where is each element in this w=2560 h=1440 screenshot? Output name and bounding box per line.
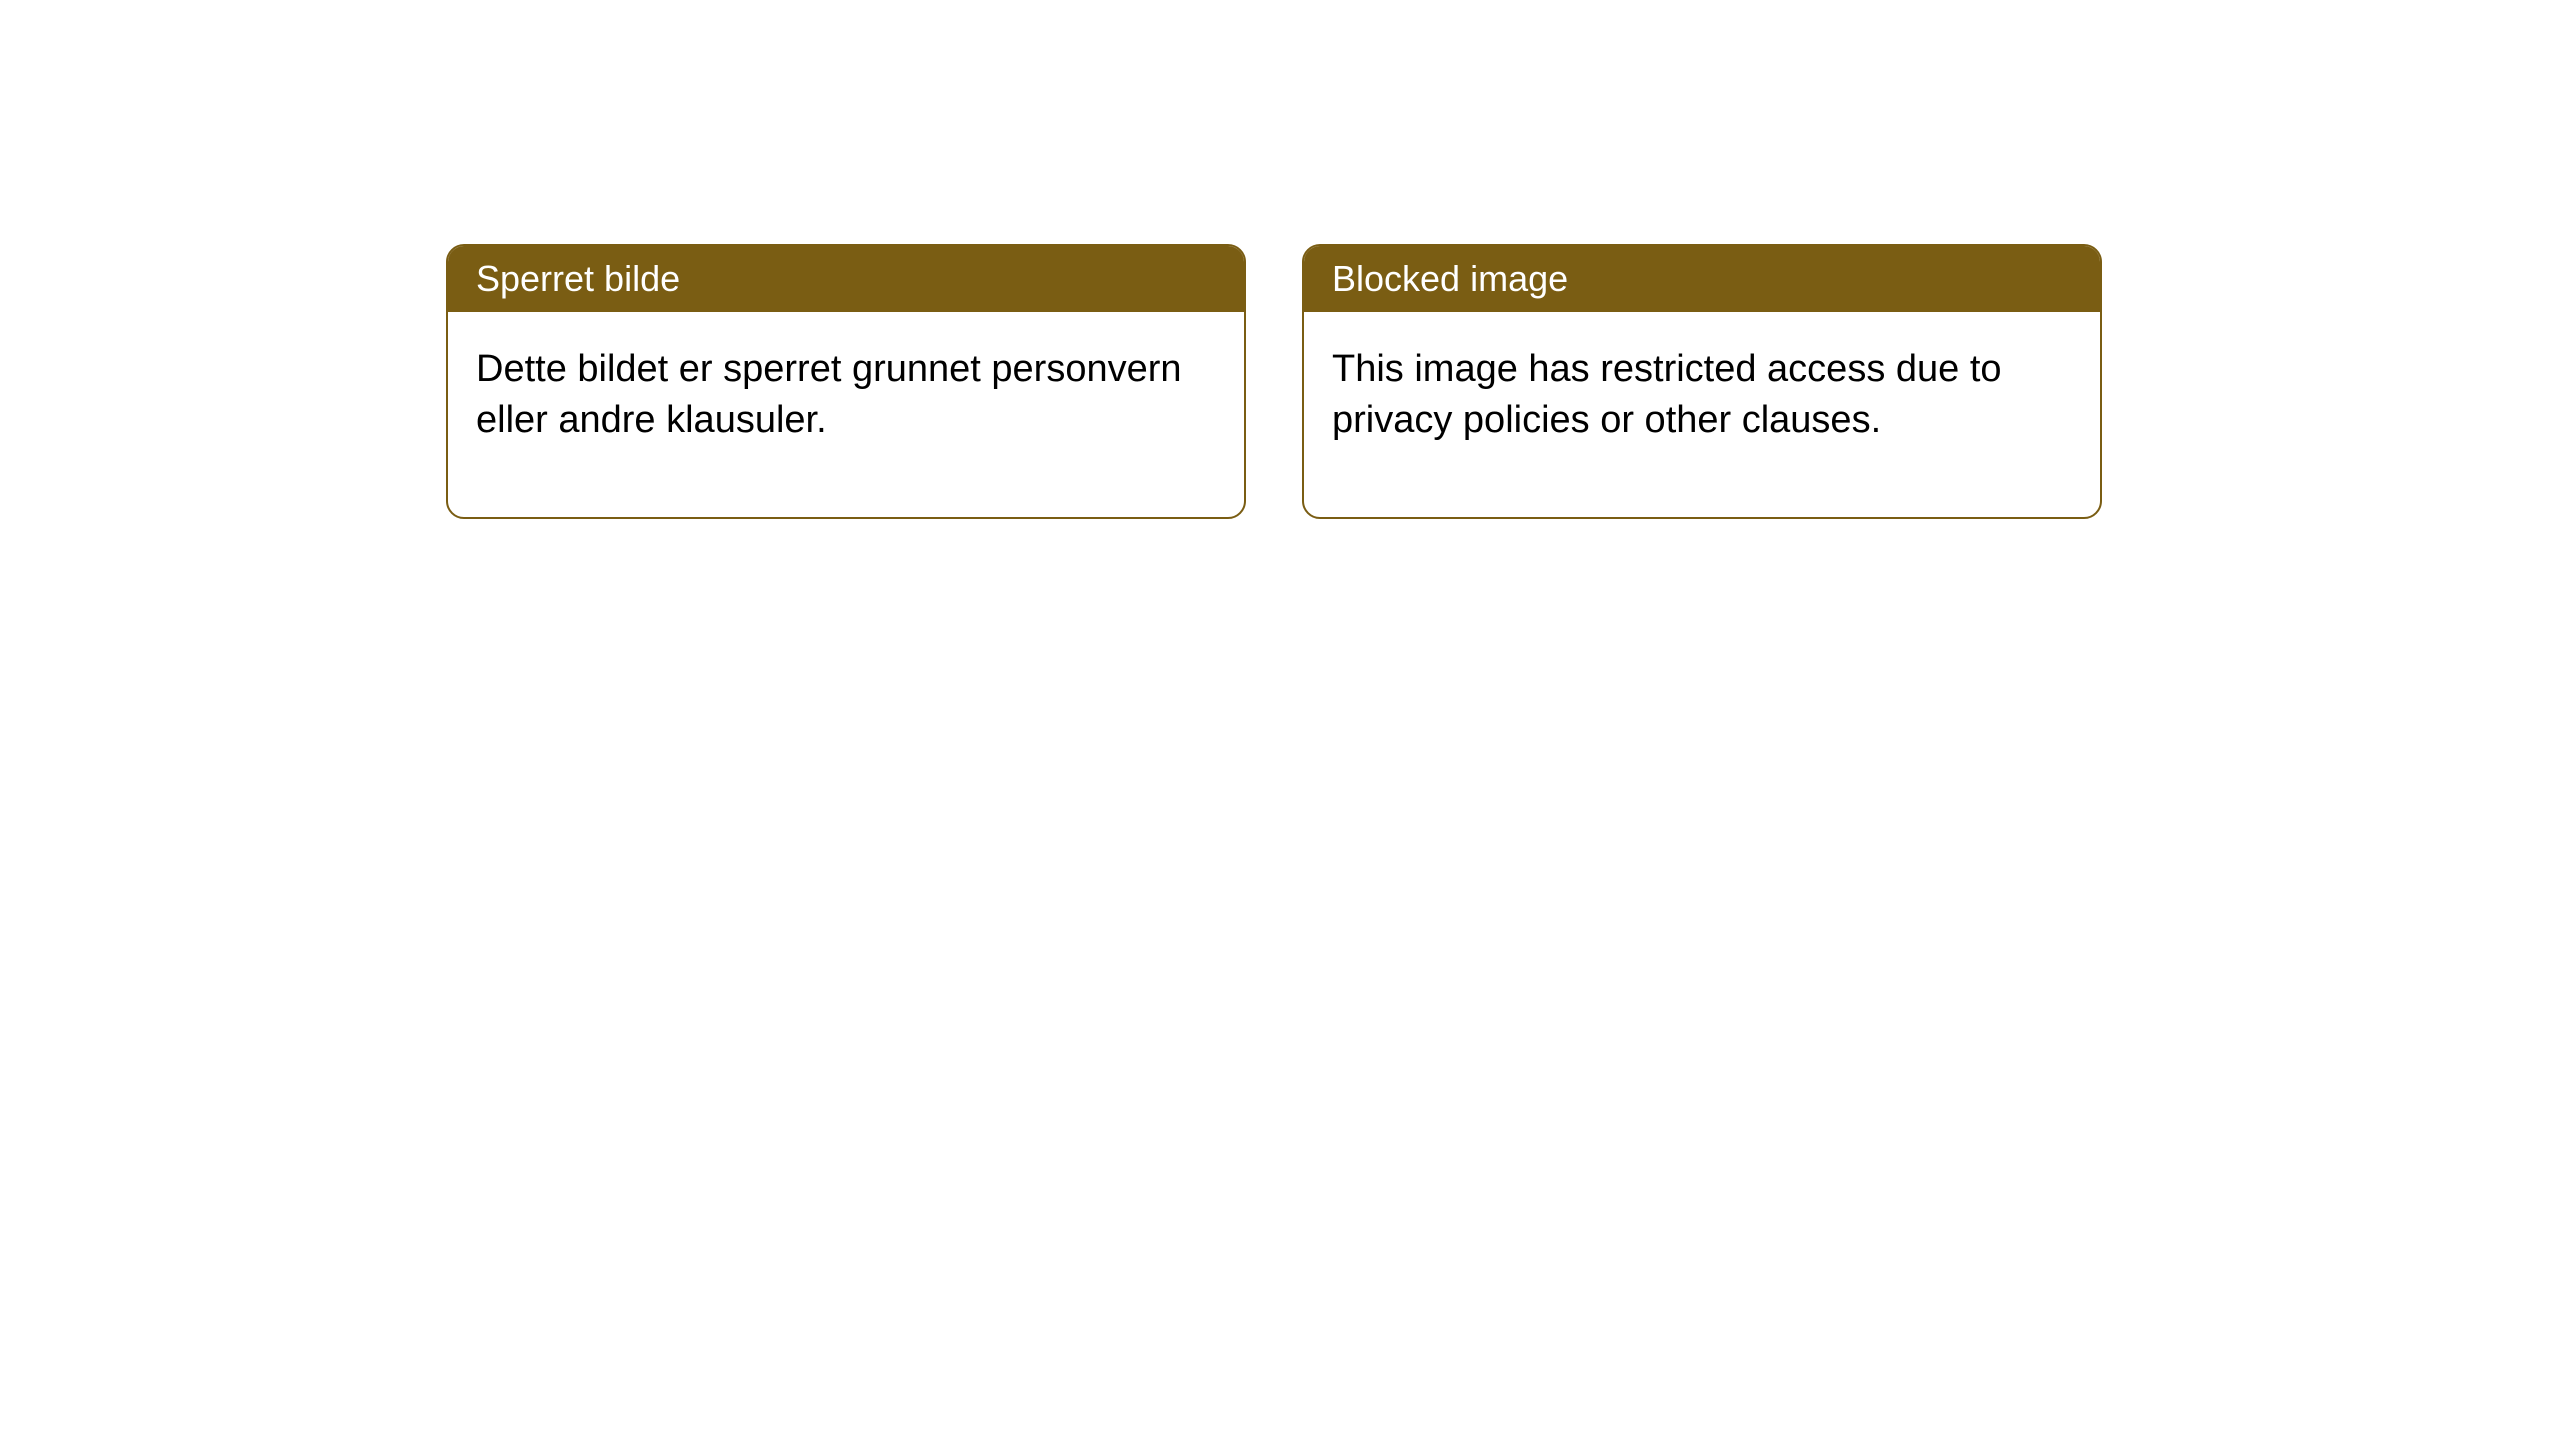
card-body-norwegian: Dette bildet er sperret grunnet personve… <box>448 312 1244 517</box>
card-header-english: Blocked image <box>1304 246 2100 312</box>
card-body-english: This image has restricted access due to … <box>1304 312 2100 517</box>
notice-card-english: Blocked image This image has restricted … <box>1302 244 2102 519</box>
card-header-norwegian: Sperret bilde <box>448 246 1244 312</box>
notice-card-norwegian: Sperret bilde Dette bildet er sperret gr… <box>446 244 1246 519</box>
notice-container: Sperret bilde Dette bildet er sperret gr… <box>446 244 2102 519</box>
